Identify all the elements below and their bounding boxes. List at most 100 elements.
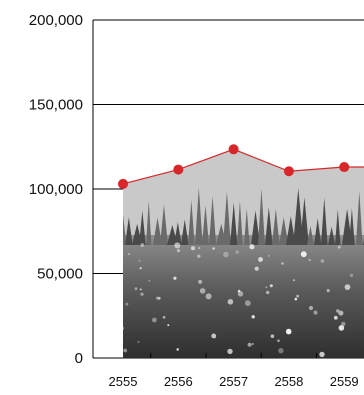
photo-light — [308, 305, 314, 311]
x-tick-label: 2555 — [109, 374, 138, 389]
photo-light — [269, 284, 273, 288]
photo-tree — [356, 191, 363, 245]
photo-light — [227, 348, 233, 355]
photo-light — [320, 259, 325, 263]
series-markers — [118, 144, 350, 189]
photo-light — [214, 336, 217, 339]
photo-light — [258, 257, 263, 262]
photo-tree — [265, 207, 273, 245]
photo-light — [265, 290, 270, 295]
photo-light — [265, 286, 268, 289]
photo-light — [190, 246, 196, 251]
photo-tree — [209, 196, 217, 245]
data-point-2555 — [118, 178, 128, 189]
photo-light — [296, 294, 299, 298]
photo-light — [294, 297, 298, 301]
photo-light — [139, 267, 142, 270]
photo-light — [278, 348, 284, 354]
photo-light — [156, 296, 160, 300]
photo-light — [344, 284, 351, 290]
photo-light — [167, 324, 170, 327]
x-tick-label: 2557 — [219, 374, 248, 389]
photo-tree — [237, 200, 243, 245]
photo-light — [251, 343, 254, 345]
photo-tree — [328, 226, 336, 245]
photo-light — [227, 299, 234, 305]
photo-light — [349, 273, 354, 277]
photo-tree — [251, 210, 261, 245]
data-point-2559 — [339, 162, 350, 173]
photo-light — [123, 326, 124, 331]
photo-light — [138, 259, 141, 262]
photo-light — [148, 279, 151, 282]
photo-light — [197, 254, 201, 258]
photo-light — [198, 279, 203, 284]
photo-tree — [293, 188, 304, 245]
photo-light — [237, 291, 244, 297]
photo-tree — [195, 187, 203, 245]
y-tick-label: 0 — [75, 350, 83, 367]
photo-tree — [223, 191, 231, 245]
photo-light — [247, 342, 252, 347]
photo-tree — [244, 208, 250, 245]
photo-light — [337, 245, 341, 249]
photo-light — [270, 334, 275, 339]
photo-light — [313, 310, 318, 315]
photo-tree — [181, 219, 189, 245]
photo-light — [140, 243, 145, 247]
photo-light — [254, 266, 259, 271]
photo-light — [308, 258, 311, 262]
photo-tree — [300, 197, 309, 245]
photo-tree — [123, 207, 127, 245]
y-tick-label: 200,000 — [29, 12, 83, 29]
data-point-2558 — [283, 166, 294, 177]
photo-light — [137, 340, 140, 343]
area-fill — [123, 149, 364, 358]
photo-light — [341, 321, 346, 327]
x-tick-label: 2559 — [330, 374, 359, 389]
photo-tree — [272, 208, 280, 245]
y-tick-label: 150,000 — [29, 97, 83, 114]
photo-light — [237, 289, 241, 293]
photo-light — [244, 300, 251, 306]
photo-light — [338, 310, 344, 316]
data-point-2557 — [228, 144, 239, 155]
photo-light — [125, 302, 129, 306]
data-point-2556 — [173, 164, 184, 175]
photo-light — [281, 262, 284, 265]
photo-tree — [286, 216, 296, 245]
x-tick-label: 2558 — [274, 374, 303, 389]
photo-light — [249, 244, 255, 250]
photo-light — [139, 288, 142, 291]
photo-tree — [146, 200, 152, 245]
photo-base — [123, 235, 364, 358]
photo-light — [300, 251, 307, 258]
photo-light — [123, 348, 128, 353]
photo-light — [176, 348, 179, 351]
photo-tree — [321, 197, 328, 245]
photo-tree — [160, 204, 168, 245]
photo-light — [251, 315, 255, 319]
photo-light — [162, 316, 166, 319]
y-tick-label: 100,000 — [29, 181, 83, 198]
photo-tree — [342, 208, 353, 245]
photo-light — [199, 288, 206, 294]
area-photo-texture — [123, 187, 364, 358]
photo-light — [235, 250, 239, 254]
photo-tree — [139, 210, 146, 245]
x-axis-ticks: 2555 2556 2557 2558 2559 — [109, 353, 359, 389]
photo-tree — [188, 200, 195, 245]
photo-tree — [335, 209, 341, 245]
photo-light — [198, 247, 201, 249]
photo-light — [338, 325, 345, 331]
photo-tree — [314, 218, 322, 245]
photo-tree — [307, 226, 314, 245]
photo-light — [277, 339, 280, 343]
photo-tree — [279, 217, 289, 245]
photo-light — [173, 276, 177, 280]
photo-tree — [153, 217, 163, 245]
photo-light — [128, 253, 130, 255]
photo-light — [134, 287, 138, 291]
photo-light — [223, 251, 229, 258]
